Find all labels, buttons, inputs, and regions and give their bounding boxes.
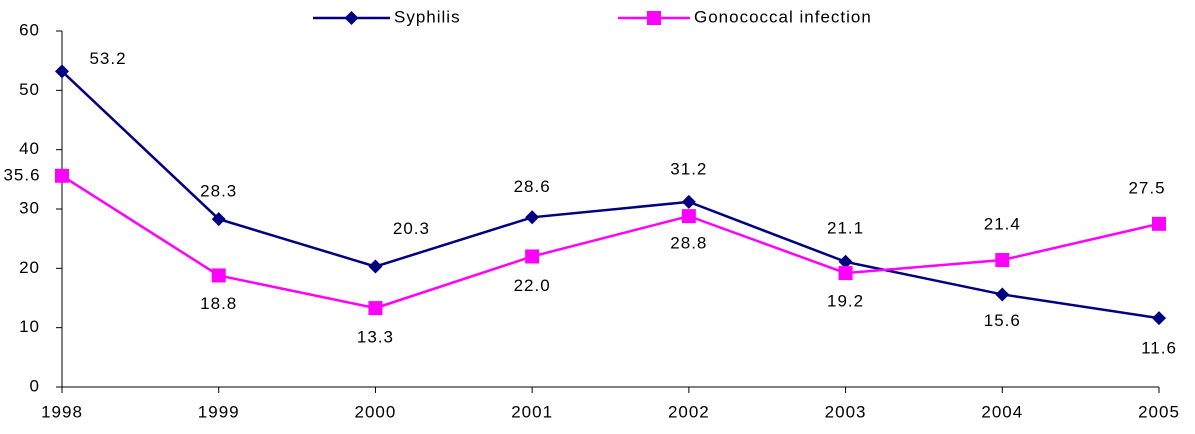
x-tick-label: 2004 <box>981 402 1023 421</box>
marker <box>55 64 69 79</box>
marker <box>681 209 696 224</box>
y-tick-label: 50 <box>19 80 40 99</box>
data-label: 35.6 <box>3 165 40 184</box>
marker <box>525 210 540 225</box>
data-label: 28.8 <box>670 234 707 253</box>
marker <box>995 253 1010 268</box>
data-label: 11.6 <box>1141 339 1177 358</box>
marker <box>368 301 383 316</box>
legend-label: Syphilis <box>394 7 461 26</box>
y-tick-label: 40 <box>19 139 40 158</box>
x-tick-label: 2003 <box>825 402 867 421</box>
y-tick-label: 0 <box>30 376 40 395</box>
y-tick-label: 20 <box>19 258 40 277</box>
series-line <box>61 174 1160 310</box>
marker <box>55 168 69 183</box>
data-label: 13.3 <box>357 328 394 347</box>
marker <box>1152 311 1166 326</box>
marker <box>211 212 226 227</box>
marker <box>681 194 696 209</box>
x-tick-label: 1998 <box>41 402 83 421</box>
x-tick-label: 2002 <box>668 402 710 421</box>
x-tick-label: 2001 <box>511 402 553 421</box>
data-label: 18.8 <box>200 294 237 313</box>
data-label: 27.5 <box>1128 178 1165 197</box>
y-tick-label: 10 <box>19 317 40 336</box>
legend-marker <box>647 11 661 25</box>
legend-label: Gonococcal infection <box>694 7 872 26</box>
legend-marker <box>344 11 359 25</box>
data-label: 20.3 <box>393 219 430 238</box>
data-label: 21.4 <box>984 215 1021 234</box>
data-label: 19.2 <box>827 292 864 311</box>
data-label: 28.6 <box>514 177 551 196</box>
data-label: 22.0 <box>514 276 551 295</box>
marker <box>211 268 226 283</box>
data-label: 53.2 <box>89 49 126 68</box>
marker <box>995 287 1010 302</box>
data-label: 15.6 <box>984 311 1021 330</box>
marker <box>1152 216 1166 231</box>
y-tick-label: 30 <box>19 198 40 217</box>
data-label: 21.1 <box>827 218 864 237</box>
data-label: 28.3 <box>200 182 237 201</box>
marker <box>368 259 383 274</box>
marker <box>838 254 853 269</box>
marker <box>525 249 540 264</box>
marker <box>838 266 853 281</box>
series-line <box>61 70 1160 320</box>
y-tick-label: 60 <box>19 20 40 39</box>
x-tick-label: 2000 <box>355 402 397 421</box>
data-label: 31.2 <box>670 159 707 178</box>
x-tick-label: 1999 <box>198 402 240 421</box>
x-tick-label: 2005 <box>1138 402 1180 421</box>
